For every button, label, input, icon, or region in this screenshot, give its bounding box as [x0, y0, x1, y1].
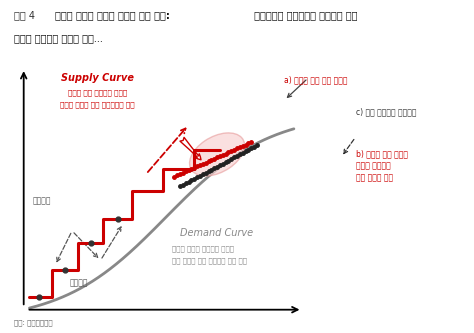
Text: 공급부족: 공급부족 — [69, 278, 88, 287]
Text: 공급곡선과 수요곡선의 기울기가 매우: 공급곡선과 수요곡선의 기울기가 매우 — [251, 10, 358, 20]
Text: 공급과잉: 공급과잉 — [32, 197, 51, 206]
Text: 경제 성장에 따라 변동성을 갖고 증가: 경제 성장에 따라 변동성을 갖고 증가 — [172, 258, 246, 264]
Text: 소수의 대형 공급자로 구성됨: 소수의 대형 공급자로 구성됨 — [68, 89, 127, 96]
Text: 유사한 수준에서 접하고 있다...: 유사한 수준에서 접하고 있다... — [14, 33, 103, 43]
Text: Demand Curve: Demand Curve — [180, 228, 253, 238]
Text: 지자: 유지투자주귀: 지자: 유지투자주귀 — [14, 320, 53, 326]
Text: 공급은 투자에 따라 계단형으로 증가: 공급은 투자에 따라 계단형으로 증가 — [60, 101, 135, 108]
Text: 다수의 다양한 수요자로 구성됨: 다수의 다양한 수요자로 구성됨 — [172, 245, 234, 252]
Text: Supply Curve: Supply Curve — [61, 73, 134, 83]
Text: c) 수요 기울기도 안정화됨: c) 수요 기울기도 안정화됨 — [356, 108, 416, 117]
Text: a) 과거의 공급 증가 기울기: a) 과거의 공급 증가 기울기 — [284, 76, 348, 85]
Ellipse shape — [190, 133, 245, 176]
Text: 메모리 반도체 산업의 구조적 수급 변화:: 메모리 반도체 산업의 구조적 수급 변화: — [55, 10, 169, 20]
Text: b) 무어의 법칙 한계와
절제된 캐팩스로
공급 기울기 둔화: b) 무어의 법칙 한계와 절제된 캐팩스로 공급 기울기 둔화 — [356, 150, 408, 182]
Text: 도표 4: 도표 4 — [14, 10, 35, 20]
